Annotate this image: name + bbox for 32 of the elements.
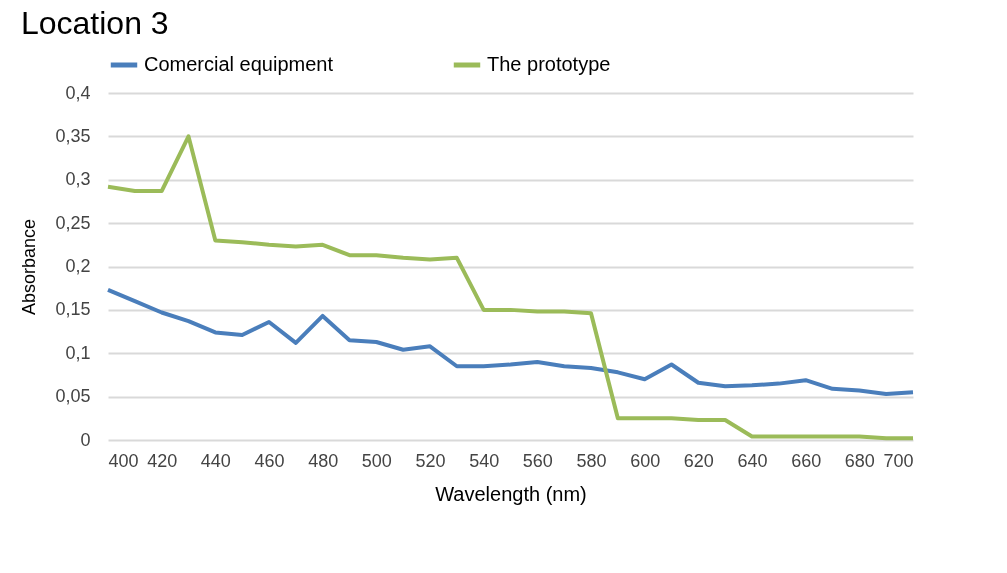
x-tick-label: 400 <box>108 450 139 471</box>
x-tick-label: 660 <box>791 450 822 471</box>
x-tick-label: 680 <box>844 450 875 471</box>
x-tick-label: 440 <box>200 450 231 471</box>
chart-title: Location 3 <box>20 5 169 41</box>
x-tick-label: 480 <box>308 450 339 471</box>
y-tick-label: 0,3 <box>65 169 91 190</box>
x-tick-label: 420 <box>147 450 178 471</box>
x-tick-label: 700 <box>883 450 914 471</box>
y-tick-label: 0,35 <box>55 125 91 146</box>
y-axis-title: Absorbance <box>19 218 40 316</box>
legend-label: The prototype <box>487 53 611 75</box>
x-tick-label: 620 <box>683 450 714 471</box>
x-tick-label: 500 <box>361 450 392 471</box>
x-tick-label: 540 <box>469 450 500 471</box>
line-series <box>106 287 915 397</box>
y-tick-label: 0,15 <box>55 299 91 320</box>
y-tick-label: 0,2 <box>65 256 91 276</box>
y-tick-label: 0 <box>80 429 91 450</box>
y-tick-label: 0,25 <box>55 212 91 233</box>
y-tick-label: 0,1 <box>65 342 91 363</box>
x-tick-label: 640 <box>737 450 768 471</box>
x-tick-label: 600 <box>630 450 661 471</box>
x-axis-title: Wavelength (nm) <box>435 482 587 505</box>
y-tick-label: 0,4 <box>65 82 91 103</box>
x-tick-label: 560 <box>522 450 553 471</box>
x-tick-label: 520 <box>415 450 446 471</box>
x-tick-label: 460 <box>254 450 285 471</box>
line-series <box>106 134 915 441</box>
y-tick-label: 0,05 <box>55 386 91 407</box>
x-tick-label: 580 <box>576 450 607 471</box>
legend-label: Comercial equipment <box>144 53 334 75</box>
